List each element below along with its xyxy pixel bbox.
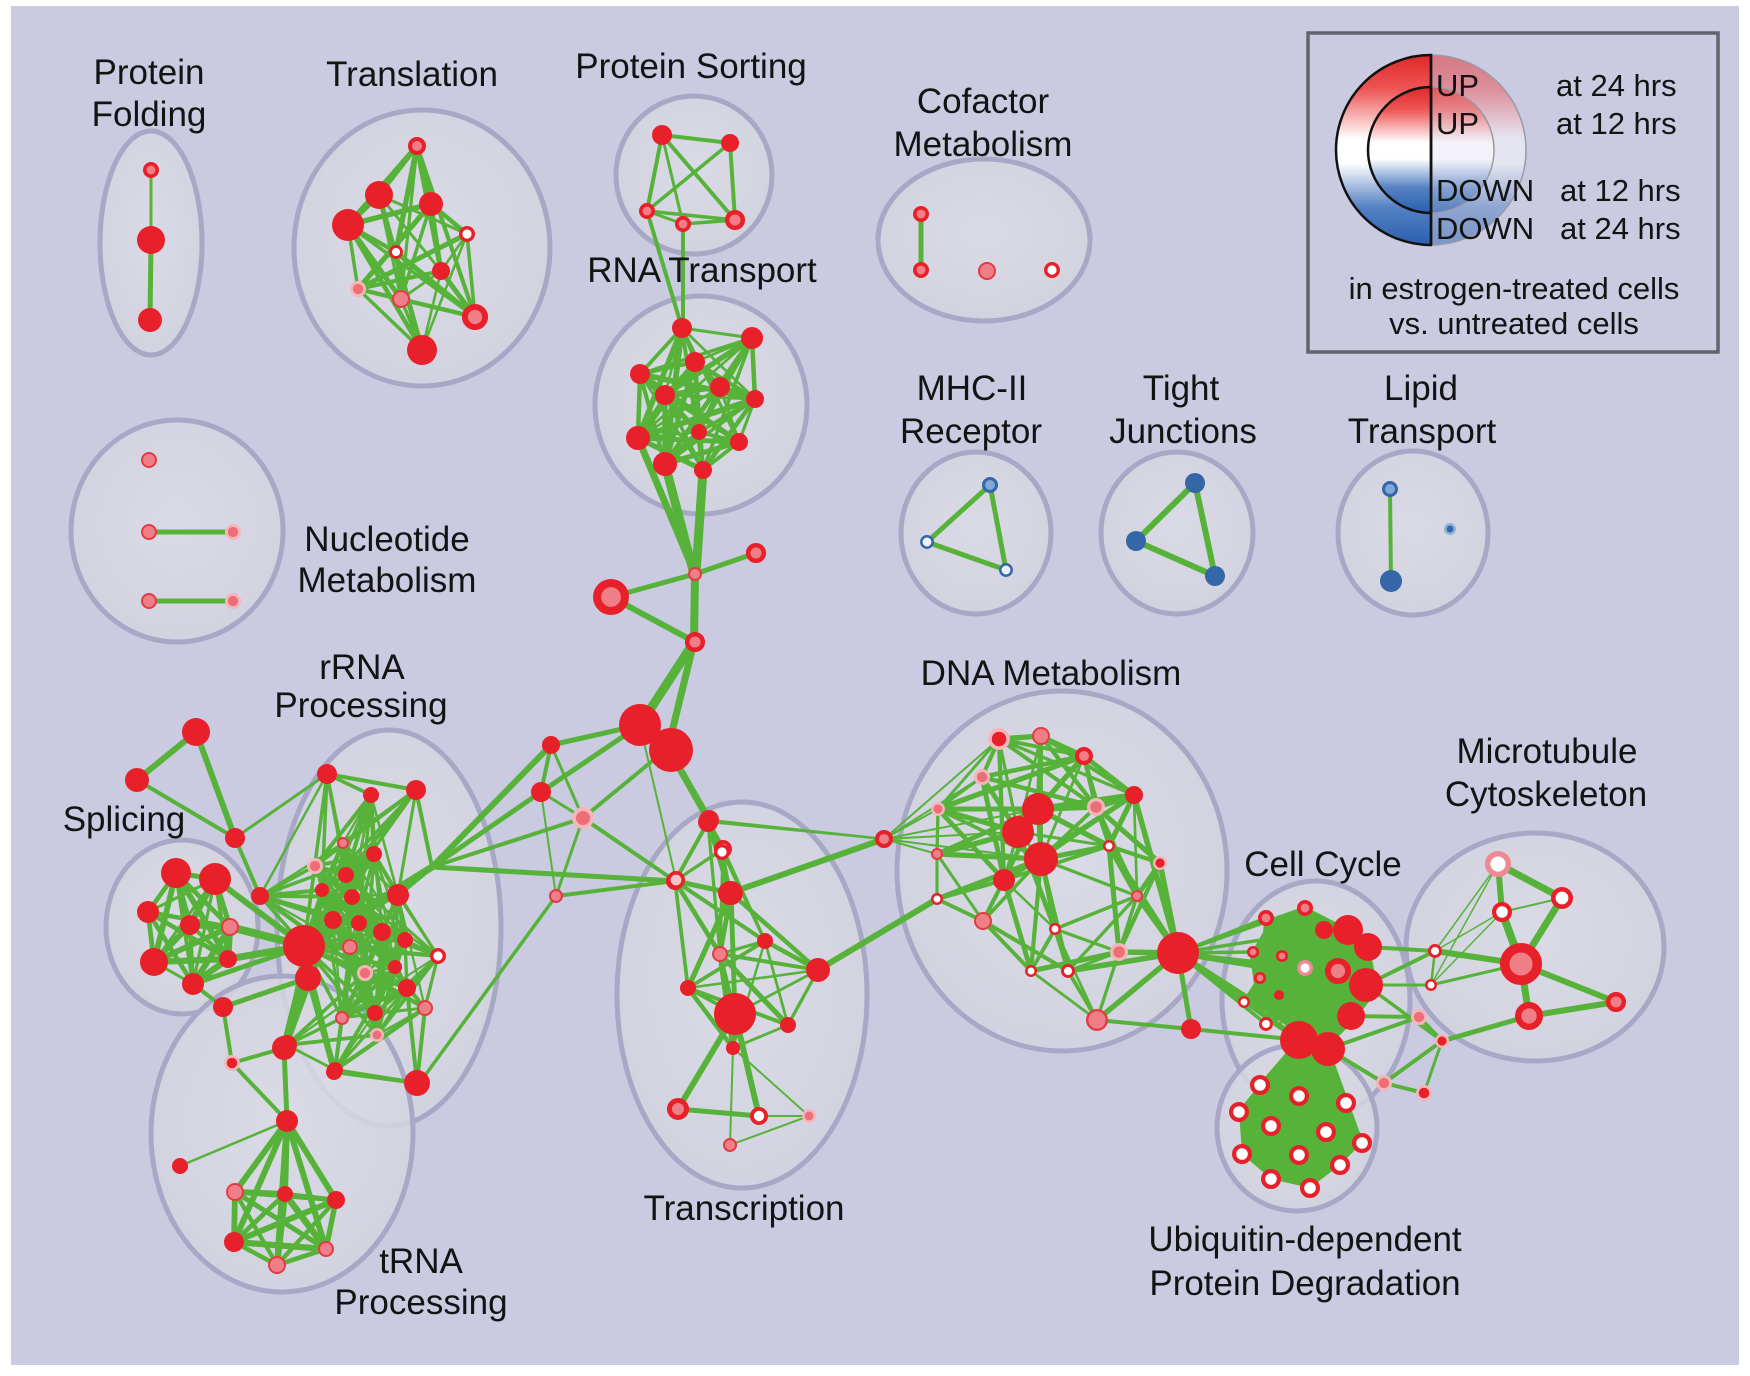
svg-text:Processing: Processing <box>274 686 447 725</box>
svg-text:vs. untreated cells: vs. untreated cells <box>1389 306 1639 341</box>
svg-text:Junctions: Junctions <box>1109 412 1257 451</box>
svg-text:in estrogen-treated cells: in estrogen-treated cells <box>1349 271 1680 306</box>
svg-text:at 12 hrs: at 12 hrs <box>1560 173 1681 208</box>
svg-text:MHC-II: MHC-II <box>917 369 1028 408</box>
svg-text:Microtubule: Microtubule <box>1457 732 1638 771</box>
svg-text:UP: UP <box>1436 68 1479 103</box>
svg-text:UP: UP <box>1436 106 1479 141</box>
svg-text:Transcription: Transcription <box>644 1189 845 1228</box>
svg-text:Cofactor: Cofactor <box>917 82 1050 121</box>
svg-text:Folding: Folding <box>92 95 207 134</box>
svg-text:at 24 hrs: at 24 hrs <box>1556 68 1677 103</box>
svg-text:Tight: Tight <box>1143 369 1220 408</box>
svg-text:Nucleotide: Nucleotide <box>304 520 469 559</box>
svg-text:Cytoskeleton: Cytoskeleton <box>1445 775 1647 814</box>
svg-text:Processing: Processing <box>334 1283 507 1322</box>
svg-text:Receptor: Receptor <box>900 412 1042 451</box>
svg-text:Metabolism: Metabolism <box>894 125 1073 164</box>
svg-text:DOWN: DOWN <box>1436 173 1534 208</box>
svg-text:RNA Transport: RNA Transport <box>587 251 817 290</box>
svg-text:Protein: Protein <box>94 53 205 92</box>
svg-text:Ubiquitin-dependent: Ubiquitin-dependent <box>1148 1220 1462 1259</box>
svg-text:Translation: Translation <box>326 55 498 94</box>
svg-text:Splicing: Splicing <box>63 800 186 839</box>
svg-text:rRNA: rRNA <box>319 648 405 687</box>
svg-text:Transport: Transport <box>1348 412 1497 451</box>
svg-text:at 24 hrs: at 24 hrs <box>1560 211 1681 246</box>
svg-text:Cell Cycle: Cell Cycle <box>1244 845 1402 884</box>
svg-text:DNA Metabolism: DNA Metabolism <box>921 654 1182 693</box>
svg-text:Metabolism: Metabolism <box>298 561 477 600</box>
svg-text:Lipid: Lipid <box>1384 369 1458 408</box>
svg-text:at 12 hrs: at 12 hrs <box>1556 106 1677 141</box>
svg-text:tRNA: tRNA <box>379 1242 463 1281</box>
svg-text:DOWN: DOWN <box>1436 211 1534 246</box>
svg-text:Protein Degradation: Protein Degradation <box>1149 1264 1460 1303</box>
svg-text:Protein Sorting: Protein Sorting <box>575 47 807 86</box>
